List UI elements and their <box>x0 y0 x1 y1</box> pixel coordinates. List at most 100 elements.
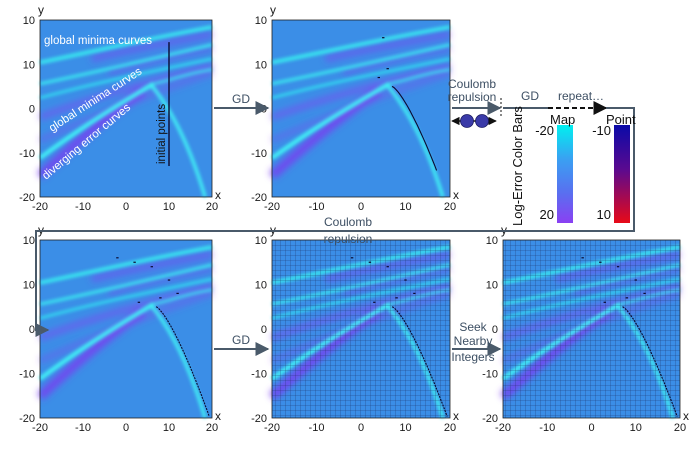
stray-point <box>386 266 389 268</box>
y-tick-label: -20 <box>19 413 35 425</box>
point-cloud <box>350 257 448 417</box>
y-tick-label: -10 <box>482 369 498 381</box>
y-tick-label: 10 <box>23 280 35 292</box>
plot-frame <box>271 19 451 198</box>
y-tick-label: 10 <box>23 15 35 27</box>
y-tick-label: 10 <box>255 280 267 292</box>
y-tick-label: 10 <box>23 59 35 71</box>
stray-point <box>395 297 398 299</box>
stray-point <box>116 257 119 259</box>
x-tick-label: -10 <box>539 422 555 434</box>
colorbar-map-label: Map <box>550 112 575 127</box>
x-tick-label: -20 <box>264 201 280 213</box>
x-axis-label: x <box>453 188 459 202</box>
plot-frame <box>502 239 681 419</box>
colorbar-point-max: 10 <box>597 207 611 222</box>
x-tick-label: -20 <box>32 201 48 213</box>
stray-point <box>404 279 407 281</box>
stray-point <box>413 292 416 294</box>
stray-point <box>133 261 136 263</box>
colorbar-point-label: Point <box>606 112 636 127</box>
stray-point <box>373 301 376 303</box>
x-tick-label: 20 <box>674 422 686 434</box>
x-axis-label: x <box>215 188 221 202</box>
flow-label-seek-1: Seek <box>459 320 487 334</box>
x-tick-label: -10 <box>75 422 91 434</box>
converged-points-curve <box>155 306 210 417</box>
colorbar-point <box>614 125 630 223</box>
x-tick-label: 10 <box>163 201 175 213</box>
point-cloud <box>377 37 438 171</box>
y-tick-label: -20 <box>251 192 267 204</box>
colorbar-title: Log-Error Color Bars <box>510 106 525 226</box>
repulsion-particle-left <box>460 114 474 128</box>
stray-point <box>137 301 141 303</box>
error-map <box>40 240 212 418</box>
x-tick-label: 0 <box>123 201 129 213</box>
y-tick-label: 10 <box>255 15 267 27</box>
y-tick-label: -10 <box>251 148 267 160</box>
x-axis-label: x <box>683 409 689 423</box>
point-cloud <box>116 257 210 417</box>
x-tick-label: -20 <box>32 422 48 434</box>
stray-point <box>643 292 646 294</box>
plot-frame <box>39 19 213 198</box>
x-tick-label: -20 <box>264 422 280 434</box>
arrow-return-to-panel-3 <box>35 107 635 337</box>
y-tick-label: 10 <box>486 280 498 292</box>
converged-points-curve <box>622 306 678 417</box>
x-tick-label: 10 <box>163 422 175 434</box>
x-tick-label: 10 <box>399 422 411 434</box>
y-tick-label: -20 <box>251 413 267 425</box>
y-tick-label: -20 <box>482 413 498 425</box>
y-tick-label: 10 <box>255 59 267 71</box>
stray-point <box>159 297 162 299</box>
integer-grid <box>272 240 450 418</box>
flow-label-coulomb-1b: repulsion <box>448 90 497 104</box>
converged-points-curve <box>391 85 438 171</box>
plot-frame <box>271 239 451 419</box>
stray-point <box>625 297 629 299</box>
converged-points-curve <box>391 306 448 417</box>
flow-label-coulomb-1a: Coulomb <box>448 77 496 91</box>
y-tick-label: -10 <box>251 369 267 381</box>
flow-label-seek-3: Integers <box>451 350 494 364</box>
x-tick-label: 0 <box>358 422 364 434</box>
x-tick-label: 0 <box>588 422 594 434</box>
x-tick-label: 10 <box>630 422 642 434</box>
y-tick-label: 0 <box>261 104 267 116</box>
error-landscape <box>272 20 450 197</box>
panel-p2: -20 -10 0 10 20 10 10 0 -10 -20 x y <box>251 3 459 213</box>
flow-label-gd-1: GD <box>232 92 250 106</box>
flow-label-gd-2: GD <box>521 89 539 103</box>
repulsion-particle-right <box>475 114 489 128</box>
stray-point <box>377 76 380 79</box>
flow-label-coulomb-2b: repulsion <box>324 232 373 246</box>
flow-label-repeat: repeat… <box>558 89 604 103</box>
x-tick-label: -10 <box>309 422 325 434</box>
x-tick-label: 20 <box>444 422 456 434</box>
x-tick-label: 20 <box>206 422 218 434</box>
x-tick-label: 10 <box>399 201 411 213</box>
y-tick-label: -10 <box>19 148 35 160</box>
log-error-colorbars: Log-Error Color Bars Map-20 20 Point-10 10 <box>510 106 636 226</box>
stray-point <box>386 68 389 70</box>
y-tick-label: 0 <box>261 324 267 336</box>
stray-point <box>350 257 354 259</box>
colorbar-point-min: -10 <box>592 123 611 138</box>
flow-label-gd-3: GD <box>232 333 250 347</box>
stray-point <box>176 292 179 294</box>
stray-point <box>368 261 372 263</box>
colorbar-map <box>557 125 573 223</box>
colorbar-map-min: -20 <box>535 123 554 138</box>
error-landscape <box>40 240 212 418</box>
y-tick-label: 0 <box>492 324 498 336</box>
colorbar-map-max: 20 <box>540 207 554 222</box>
point-cloud <box>581 257 678 417</box>
annotation-global-minima-top: global minima curves <box>44 35 152 47</box>
x-tick-label: 20 <box>444 201 456 213</box>
y-tick-label: -10 <box>19 369 35 381</box>
